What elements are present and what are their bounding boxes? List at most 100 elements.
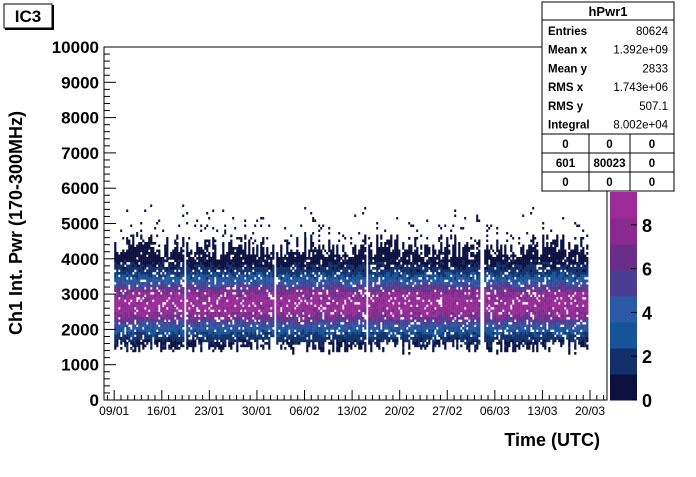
heatmap-cell bbox=[196, 319, 199, 323]
heatmap-cell bbox=[234, 339, 237, 343]
heatmap-cell bbox=[298, 254, 301, 258]
heatmap-cell bbox=[286, 239, 289, 243]
heatmap-cell bbox=[212, 277, 215, 280]
heatmap-cell bbox=[140, 312, 143, 315]
heatmap-cell bbox=[186, 302, 189, 305]
heatmap-cell bbox=[224, 267, 227, 270]
heatmap-cell bbox=[234, 247, 237, 250]
heatmap-cell bbox=[266, 274, 269, 278]
heatmap-cell bbox=[362, 272, 365, 275]
heatmap-cell bbox=[140, 242, 143, 245]
heatmap-cell bbox=[340, 262, 343, 265]
heatmap-cell bbox=[296, 254, 299, 258]
heatmap-cell bbox=[210, 289, 213, 293]
heatmap-cell bbox=[212, 304, 215, 308]
heatmap-cell bbox=[360, 322, 363, 325]
heatmap-cell bbox=[342, 272, 345, 275]
heatmap-cell bbox=[292, 347, 295, 350]
heatmap-cell bbox=[346, 299, 349, 303]
heatmap-cell bbox=[230, 302, 233, 305]
heatmap-cell bbox=[358, 324, 361, 328]
heatmap-cell bbox=[208, 282, 211, 285]
heatmap-cell bbox=[146, 307, 149, 310]
heatmap-cell bbox=[138, 314, 141, 318]
heatmap-cell bbox=[396, 247, 399, 250]
heatmap-cell bbox=[308, 319, 311, 323]
heatmap-cell bbox=[318, 299, 321, 303]
heatmap-cell bbox=[248, 242, 251, 245]
heatmap-cell bbox=[300, 279, 303, 283]
heatmap-cell bbox=[208, 322, 211, 325]
heatmap-cell bbox=[362, 239, 365, 243]
heatmap-cell bbox=[228, 294, 231, 298]
heatmap-cell bbox=[214, 247, 217, 250]
heatmap-cell bbox=[340, 334, 343, 338]
heatmap-cell bbox=[352, 289, 355, 293]
heatmap-cell bbox=[368, 274, 371, 278]
heatmap-cell bbox=[182, 319, 185, 323]
heatmap-cell bbox=[122, 319, 125, 323]
heatmap-cell bbox=[288, 344, 291, 348]
heatmap-cell bbox=[320, 279, 323, 283]
heatmap-cell bbox=[210, 297, 213, 300]
heatmap-cell bbox=[308, 309, 311, 313]
heatmap-cell bbox=[140, 322, 143, 325]
heatmap-cell bbox=[244, 242, 247, 245]
heatmap-cell bbox=[328, 294, 331, 298]
heatmap-cell bbox=[154, 292, 157, 295]
heatmap-cell bbox=[290, 337, 293, 340]
heatmap-cell bbox=[130, 342, 133, 345]
heatmap-cell bbox=[372, 292, 375, 295]
heatmap-cell bbox=[126, 289, 129, 293]
heatmap-cell bbox=[294, 314, 297, 318]
heatmap-cell bbox=[222, 302, 225, 305]
heatmap-cell bbox=[200, 279, 203, 283]
heatmap-cell bbox=[144, 252, 147, 255]
heatmap-cell bbox=[328, 307, 331, 310]
heatmap-cell bbox=[224, 282, 227, 285]
heatmap-cell bbox=[338, 279, 341, 283]
heatmap-cell bbox=[222, 272, 225, 275]
heatmap-cell bbox=[388, 294, 391, 298]
heatmap-cell bbox=[300, 324, 303, 328]
heatmap-cell bbox=[352, 317, 355, 320]
heatmap-cell bbox=[128, 304, 131, 308]
heatmap-cell bbox=[116, 344, 119, 348]
heatmap-cell bbox=[254, 309, 257, 313]
heatmap-cell bbox=[340, 294, 343, 298]
heatmap-cell bbox=[226, 309, 229, 313]
heatmap-cell bbox=[132, 277, 135, 280]
heatmap-cell bbox=[360, 339, 363, 343]
heatmap-cell bbox=[192, 312, 195, 315]
heatmap-cell bbox=[188, 339, 191, 343]
heatmap-cell bbox=[356, 307, 359, 310]
heatmap-cell bbox=[236, 314, 239, 318]
heatmap-cell bbox=[336, 309, 339, 313]
heatmap-cell bbox=[130, 312, 133, 315]
heatmap-cell bbox=[154, 337, 157, 340]
heatmap-cell bbox=[278, 302, 281, 305]
heatmap-cell bbox=[166, 267, 169, 270]
heatmap-cell bbox=[304, 269, 307, 273]
heatmap-cell bbox=[362, 304, 365, 308]
heatmap-cell bbox=[136, 279, 139, 283]
heatmap-cell bbox=[176, 264, 179, 268]
heatmap-cell bbox=[148, 319, 151, 323]
heatmap-cell bbox=[170, 324, 173, 328]
heatmap-cell bbox=[280, 327, 283, 330]
heatmap-cell bbox=[138, 324, 141, 328]
heatmap-cell bbox=[394, 244, 397, 248]
heatmap-cell bbox=[230, 319, 233, 323]
heatmap-cell bbox=[236, 294, 239, 298]
heatmap-cell bbox=[238, 249, 241, 253]
heatmap-cell bbox=[378, 257, 381, 260]
heatmap-cell bbox=[212, 342, 215, 345]
heatmap-cell bbox=[138, 337, 141, 340]
heatmap-cell bbox=[146, 332, 149, 335]
heatmap-cell bbox=[380, 339, 383, 343]
heatmap-cell bbox=[176, 287, 179, 290]
heatmap-cell bbox=[140, 329, 143, 333]
heatmap-cell bbox=[270, 257, 273, 260]
heatmap-cell bbox=[396, 249, 399, 253]
heatmap-cell bbox=[378, 289, 381, 293]
